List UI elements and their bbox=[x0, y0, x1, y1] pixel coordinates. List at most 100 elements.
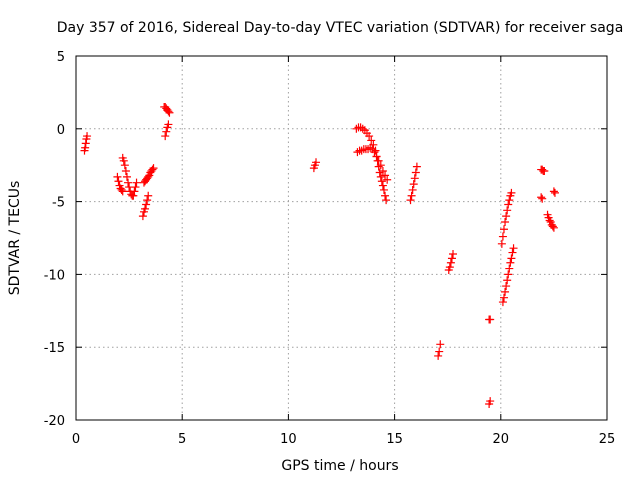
data-point bbox=[382, 196, 391, 205]
data-point bbox=[143, 196, 152, 205]
series-arc-3 bbox=[118, 153, 141, 200]
data-point bbox=[486, 397, 495, 406]
series-arc-13 bbox=[444, 250, 458, 275]
data-point bbox=[503, 206, 512, 215]
data-point bbox=[501, 217, 510, 226]
y-tick-label: 5 bbox=[57, 50, 65, 65]
data-point bbox=[379, 185, 388, 194]
series-arc-21 bbox=[549, 187, 559, 197]
data-point bbox=[505, 264, 514, 273]
data-point bbox=[507, 254, 516, 263]
series-arc-6 bbox=[161, 120, 173, 141]
series-arc-17 bbox=[497, 188, 516, 248]
data-point bbox=[142, 200, 151, 209]
data-point bbox=[486, 315, 495, 324]
data-point bbox=[113, 172, 122, 181]
data-point bbox=[550, 188, 559, 197]
x-tick-label: 5 bbox=[178, 432, 186, 447]
data-point bbox=[161, 132, 170, 141]
x-axis-label: GPS time / hours bbox=[281, 458, 398, 474]
data-point bbox=[435, 347, 444, 356]
data-point bbox=[408, 185, 417, 194]
data-point bbox=[502, 212, 511, 221]
data-point bbox=[118, 187, 127, 196]
axis-ticks bbox=[75, 55, 608, 421]
data-point bbox=[164, 107, 173, 116]
data-point bbox=[412, 162, 421, 171]
data-point bbox=[409, 180, 418, 189]
data-point bbox=[508, 248, 517, 257]
data-point bbox=[446, 258, 455, 267]
data-point bbox=[149, 164, 158, 173]
data-point bbox=[131, 183, 140, 192]
data-point bbox=[83, 132, 92, 141]
data-point bbox=[538, 165, 547, 174]
series-arc-1 bbox=[80, 132, 92, 155]
data-point bbox=[114, 177, 123, 186]
series-arc-16 bbox=[498, 244, 518, 307]
data-point bbox=[121, 167, 130, 176]
data-point bbox=[549, 187, 558, 196]
data-point bbox=[505, 196, 514, 205]
plot-frame bbox=[75, 55, 608, 421]
data-point bbox=[358, 124, 367, 133]
data-point bbox=[376, 172, 385, 181]
series-arc-12 bbox=[434, 340, 445, 360]
y-tick-label: 0 bbox=[57, 123, 65, 138]
series-arc-14 bbox=[485, 397, 495, 408]
data-point bbox=[81, 139, 90, 148]
series-arc-8 bbox=[309, 158, 321, 173]
data-point bbox=[540, 167, 549, 176]
data-point bbox=[445, 263, 454, 272]
data-point bbox=[312, 158, 321, 167]
x-tick-label: 0 bbox=[72, 432, 80, 447]
data-point bbox=[538, 194, 547, 203]
data-point bbox=[447, 254, 456, 263]
data-point bbox=[383, 175, 392, 184]
data-point bbox=[148, 165, 157, 174]
data-point bbox=[141, 204, 150, 213]
data-point bbox=[377, 177, 386, 186]
data-point bbox=[372, 152, 381, 161]
data-point bbox=[498, 232, 507, 241]
data-point bbox=[370, 148, 379, 157]
data-point bbox=[130, 187, 139, 196]
data-point bbox=[504, 270, 513, 279]
data-point bbox=[449, 250, 458, 259]
data-point bbox=[410, 174, 419, 183]
y-tick-labels: -20 -15 -10 -5 0 5 bbox=[44, 50, 65, 429]
series-arc-7 bbox=[160, 102, 174, 117]
data-point bbox=[503, 276, 512, 285]
grid bbox=[76, 56, 607, 420]
series-arc-9 bbox=[352, 123, 391, 205]
series-arc-11 bbox=[406, 162, 421, 205]
data-point bbox=[499, 293, 508, 302]
data-points bbox=[80, 102, 559, 408]
series-arc-20 bbox=[543, 210, 558, 232]
y-tick-label: -15 bbox=[44, 341, 65, 356]
data-point bbox=[365, 132, 374, 141]
series-arc-4 bbox=[138, 191, 153, 221]
data-point bbox=[165, 108, 174, 117]
series-arc-10 bbox=[353, 143, 392, 184]
data-point bbox=[381, 191, 390, 200]
data-point bbox=[124, 178, 133, 187]
data-point bbox=[548, 222, 557, 231]
x-tick-label: 25 bbox=[599, 432, 616, 447]
data-point bbox=[407, 191, 416, 200]
series-arc-18 bbox=[537, 193, 547, 203]
data-point bbox=[411, 168, 420, 177]
data-point bbox=[129, 191, 138, 200]
data-point bbox=[357, 146, 366, 155]
data-point bbox=[506, 258, 515, 267]
data-point bbox=[434, 351, 443, 360]
data-point bbox=[501, 287, 510, 296]
data-point bbox=[498, 298, 507, 307]
data-point bbox=[436, 340, 445, 349]
data-point bbox=[545, 216, 554, 225]
data-point bbox=[549, 223, 558, 232]
data-point bbox=[162, 127, 171, 136]
y-tick-label: -10 bbox=[44, 268, 65, 283]
data-point bbox=[499, 225, 508, 234]
